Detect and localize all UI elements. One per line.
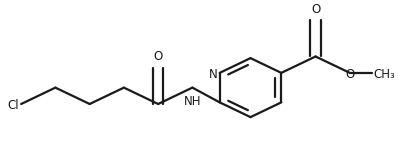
Text: NH: NH [183, 95, 201, 108]
Text: O: O [154, 50, 163, 63]
Text: N: N [209, 68, 218, 81]
Text: O: O [311, 3, 320, 16]
Text: Cl: Cl [8, 99, 19, 112]
Text: CH₃: CH₃ [373, 68, 395, 81]
Text: O: O [345, 68, 355, 81]
